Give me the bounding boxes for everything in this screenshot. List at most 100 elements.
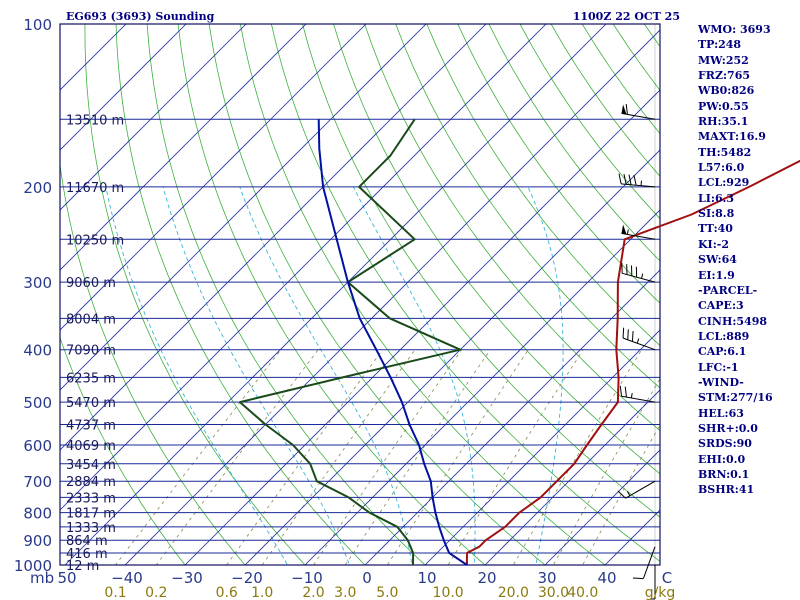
wind-barb-400 [622, 327, 656, 351]
wind-barb-feather [618, 173, 622, 184]
temperature-tick-50: C [662, 569, 672, 587]
index-item: EI:1.9 [698, 268, 735, 282]
isotherm [64, 24, 607, 565]
wind-barb-feather [624, 386, 627, 398]
height-label-900: 864 m [66, 534, 108, 549]
mixing-ratio-label-2.0: 2.0 [302, 585, 324, 600]
index-item: EHI:0.0 [698, 452, 746, 466]
isotherm [60, 24, 487, 451]
wind-barb-half-feather [630, 392, 633, 399]
dry-adiabat [395, 24, 660, 389]
temperature-tick-10: 10 [417, 569, 436, 587]
wind-barb-half-feather [626, 229, 629, 235]
mixing-ratio-line [552, 378, 660, 565]
height-label-150: 13510 m [66, 113, 124, 128]
temperature-tick-40: 40 [597, 569, 616, 587]
height-label-400: 7090 m [66, 344, 116, 359]
plot-frame [59, 23, 661, 566]
wind-barb-staff [642, 546, 656, 579]
mixing-ratio-line [582, 424, 660, 565]
index-item: TH:5482 [698, 145, 752, 159]
index-item: LCL:889 [698, 329, 750, 343]
mixing-ratio-line [344, 349, 491, 565]
index-item: RH:35.1 [698, 115, 749, 129]
mixing-ratio-label-1.0: 1.0 [251, 585, 273, 600]
wind-barb-staff [621, 112, 656, 120]
chart-title: EG693 (3693) Sounding [66, 10, 215, 23]
index-item: HEL:63 [698, 406, 744, 420]
index-item: WB0:826 [698, 84, 755, 98]
mixing-ratio-label-30.0: 30.0 [538, 585, 569, 600]
isotherm [60, 24, 427, 391]
dry-adiabat [271, 24, 660, 562]
moist-adiabat [352, 186, 476, 565]
dry-adiabat [769, 24, 800, 577]
height-label-950: 416 m [66, 547, 108, 562]
height-label-700: 2884 m [66, 475, 116, 490]
dry-adiabat [146, 24, 426, 565]
index-item: CINH:5498 [698, 314, 768, 328]
isotherm [544, 449, 660, 565]
dry-adiabat [208, 24, 546, 565]
mixing-ratio-label-0.2: 0.2 [145, 585, 167, 600]
mixing-ratio-label-3.0: 3.0 [334, 585, 356, 600]
pressure-tick-100: 100 [23, 16, 52, 34]
index-item: WMO: 3693 [698, 23, 771, 36]
wind-barb-1000 [650, 565, 656, 600]
moist-adiabat [162, 186, 350, 565]
moist-adiabat [527, 186, 564, 565]
wind-barb-feather [623, 174, 627, 185]
index-item: LFC:-1 [698, 360, 739, 374]
pressure-tick-300: 300 [23, 274, 52, 292]
index-item: PW:0.55 [698, 99, 749, 113]
isotherm [484, 389, 660, 565]
temperature-tick-20: 20 [477, 569, 496, 587]
wind-barb-feather [625, 103, 628, 115]
height-label-850: 1333 m [66, 521, 116, 536]
temperature-tick--40: −40 [111, 569, 143, 587]
dry-adiabat [84, 24, 306, 565]
index-item: SI:8.8 [698, 207, 735, 221]
isotherm [60, 24, 247, 211]
wind-barb-flag [621, 224, 627, 235]
wind-barb-staff [621, 183, 656, 188]
mixing-ratio-label-40.0: 40.0 [567, 585, 598, 600]
index-item: TT:40 [698, 222, 733, 236]
wind-barb-feather [631, 331, 634, 342]
isotherm [244, 149, 660, 565]
height-label-450: 6235 m [66, 371, 116, 386]
mixing-ratio-label-0.1: 0.1 [104, 585, 126, 600]
height-label-1000: 12 m [66, 559, 99, 574]
mixing-ratio-line [512, 349, 643, 565]
height-label-300: 9060 m [66, 276, 116, 291]
wind-barb-staff [621, 395, 656, 403]
height-label-600: 4069 m [66, 439, 116, 454]
wind-barb-feather [617, 490, 626, 499]
mixing-ratio-label-20.0: 20.0 [498, 585, 529, 600]
height-label-250: 10250 m [66, 233, 124, 248]
height-label-550: 4737 m [66, 419, 116, 434]
mixing-ratio-line [115, 349, 282, 565]
temperature-tick--20: −20 [231, 569, 263, 587]
index-item: L57:6.0 [698, 161, 745, 175]
wind-barb-staff [622, 337, 656, 351]
wind-barb-250 [621, 224, 656, 240]
height-label-350: 8004 m [66, 312, 116, 327]
height-label-750: 2333 m [66, 491, 116, 506]
isotherm [184, 89, 660, 565]
wind-barb-half-feather [626, 491, 631, 496]
isotherm [60, 24, 307, 271]
dry-adiabat [239, 24, 606, 565]
height-label-200: 11670 m [66, 181, 124, 196]
moist-adiabat [105, 186, 288, 565]
isotherm [60, 24, 187, 151]
index-item: CAPE:3 [698, 299, 744, 313]
mixing-ratio-unit: g/kg [645, 585, 676, 600]
index-item: FRZ:765 [698, 69, 751, 83]
pressure-tick-600: 600 [23, 437, 52, 455]
wind-barb-700 [617, 480, 656, 499]
height-label-650: 3454 m [66, 458, 116, 473]
isotherm [304, 209, 660, 565]
mixing-ratio-line [386, 349, 529, 565]
mixing-ratio-line [447, 349, 584, 565]
